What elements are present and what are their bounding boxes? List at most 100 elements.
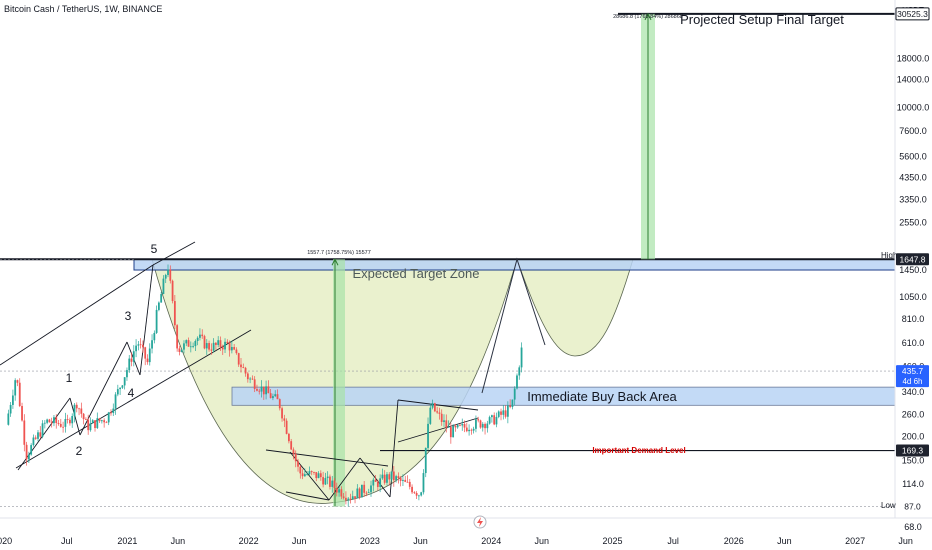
candle — [66, 414, 69, 424]
x-tick-label: Jul — [667, 536, 679, 546]
candle — [285, 418, 288, 435]
lightning-icon[interactable] — [473, 515, 487, 529]
candle-body — [132, 351, 135, 362]
price-axis[interactable]: 18000.0 14000.0 10000.0 7600.0 5600.0 4350.0 3… — [897, 53, 930, 532]
demand-label: Important Demand Level — [592, 446, 685, 455]
candle-body — [210, 349, 213, 351]
candle — [107, 411, 110, 426]
candle-body — [208, 343, 210, 350]
candle — [490, 414, 493, 423]
candle — [297, 458, 299, 472]
candle-body — [470, 429, 473, 431]
candle-body — [78, 408, 80, 410]
candle-body — [376, 481, 379, 487]
candle — [313, 471, 315, 475]
candle-body — [326, 476, 329, 479]
x-tick-label: 2021 — [117, 536, 137, 546]
candle — [235, 347, 238, 355]
candle — [34, 435, 37, 440]
candle — [265, 380, 267, 400]
candle-body — [281, 408, 283, 419]
candle-body — [447, 427, 450, 428]
candle-body — [256, 388, 258, 391]
candle — [203, 334, 206, 350]
candle — [363, 480, 366, 497]
candle — [144, 346, 147, 366]
candle-body — [246, 373, 249, 380]
candle-body — [251, 378, 254, 380]
candle-body — [155, 309, 158, 333]
candle-body — [303, 474, 306, 477]
candle-body — [212, 342, 215, 351]
candle-body — [43, 422, 46, 424]
candle — [50, 417, 53, 428]
candle-body — [18, 382, 21, 407]
candle-body — [335, 488, 338, 493]
candle — [217, 336, 220, 348]
candle-body — [440, 413, 443, 422]
x-tick-label: 2020 — [0, 536, 12, 546]
candle — [516, 373, 518, 390]
candle — [205, 339, 208, 355]
candle — [347, 496, 350, 507]
time-axis[interactable]: 2020 Jul 2021 Jun 2022 Jun 2023 Jun 2024 Jun 2025 J… — [0, 536, 913, 546]
candle-body — [171, 280, 174, 302]
candle — [27, 451, 30, 463]
candle — [376, 479, 379, 491]
candle-body — [148, 348, 151, 363]
candle-body — [317, 473, 320, 479]
candle-body — [160, 294, 163, 303]
candle — [431, 399, 434, 410]
y-tick-label: 1050.0 — [899, 292, 927, 302]
candle — [465, 422, 468, 433]
candle — [256, 384, 258, 392]
candle-body — [244, 367, 247, 374]
candle — [46, 418, 49, 425]
candle — [429, 403, 432, 425]
candle-body — [386, 474, 388, 483]
candle — [370, 480, 372, 497]
candle — [415, 491, 418, 499]
candle-body — [306, 474, 309, 475]
y-tick-label: 260.0 — [902, 409, 925, 419]
candle-body — [477, 419, 480, 421]
candle — [427, 417, 429, 451]
candle — [354, 496, 356, 504]
x-tick-label: 2023 — [360, 536, 380, 546]
target-price-tag-bg — [895, 7, 930, 21]
candle-body — [427, 423, 429, 448]
wave-leg-2 — [69, 397, 81, 436]
candle — [319, 470, 322, 481]
cup-pattern — [151, 257, 634, 504]
candle — [338, 486, 340, 497]
candle — [420, 491, 423, 497]
candle — [57, 420, 60, 426]
candle-body — [48, 419, 51, 423]
range-bottom — [285, 491, 330, 501]
candle — [278, 398, 281, 411]
candle — [381, 468, 384, 480]
x-tick-label: 2025 — [603, 536, 623, 546]
candle — [477, 416, 480, 423]
x-tick-label: Jun — [898, 536, 913, 546]
candle-body — [178, 348, 181, 352]
candle — [249, 377, 252, 384]
candle — [55, 414, 58, 429]
candle — [48, 418, 51, 423]
candle — [358, 487, 361, 500]
candle — [459, 424, 461, 427]
price-tags: 30525.3 1647.8 169.3 87.0 435.74d 6h — [895, 7, 930, 513]
candle — [315, 472, 318, 482]
candle — [151, 334, 153, 354]
candle — [155, 305, 158, 334]
candle-body — [151, 340, 153, 349]
price-axis-bg — [895, 0, 932, 550]
candle — [153, 330, 156, 344]
candle-body — [287, 433, 290, 442]
candle-body — [411, 486, 413, 493]
candle-body — [308, 471, 311, 475]
x-tick-label: Jun — [292, 536, 307, 546]
candle-body — [228, 343, 231, 351]
candle — [221, 344, 224, 355]
